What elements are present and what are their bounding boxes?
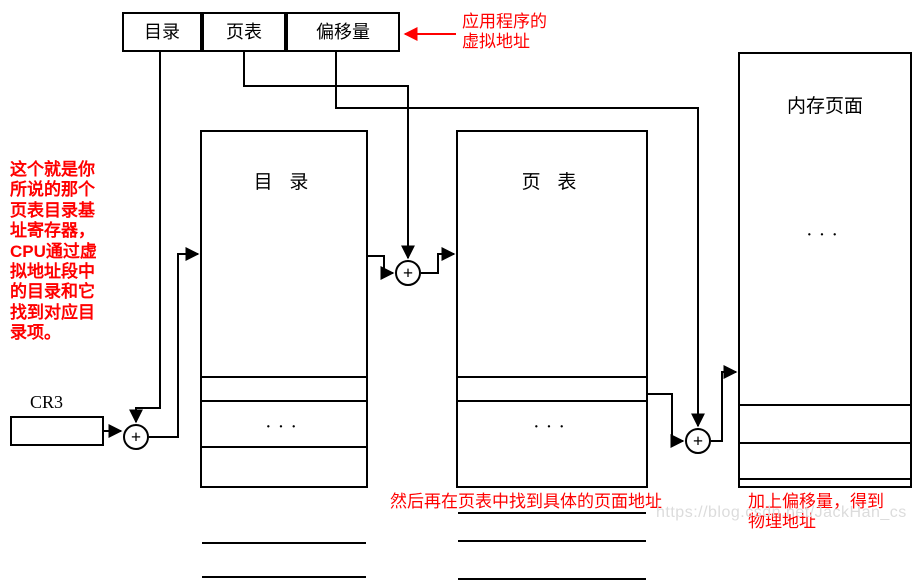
page-table-ellipsis: ···	[458, 416, 646, 439]
memory-row-line	[740, 442, 910, 444]
va-cell-offset-label: 偏移量	[288, 22, 398, 44]
page-table-row-line	[458, 376, 646, 378]
va-cell-directory: 目录	[122, 12, 202, 52]
memory-row-line	[740, 478, 910, 480]
cr3-register-box	[10, 416, 104, 446]
adder-2: +	[395, 260, 421, 286]
page-table-row-line	[458, 400, 646, 402]
va-cell-pagetable-label: 页表	[204, 22, 284, 44]
adder-3: +	[685, 428, 711, 454]
directory-ellipsis: ···	[202, 416, 366, 439]
directory-row-line	[202, 446, 366, 448]
page-table-title: 页 表	[458, 172, 646, 195]
arrow-adder2-to-pagetable	[421, 254, 454, 273]
annotation-page-table: 然后再在页表中找到具体的页面地址	[390, 492, 662, 512]
directory-row-line	[202, 576, 366, 578]
watermark: https://blog.csdn.net/JackHan_cs	[656, 504, 907, 522]
arrow-directory-to-adder2	[368, 256, 393, 273]
page-table-row-line	[458, 540, 646, 542]
directory-table: 目 录 ···	[200, 130, 368, 488]
arrow-adder1-to-directory	[149, 254, 198, 437]
page-table: 页 表 ···	[456, 130, 648, 488]
directory-row-line	[202, 376, 366, 378]
va-cell-offset: 偏移量	[286, 12, 400, 52]
directory-row-line	[202, 400, 366, 402]
directory-row-line	[202, 542, 366, 544]
annotation-cr3: 这个就是你 所说的那个 页表目录基 址寄存器， CPU通过虚 拟地址段中 的目录…	[10, 160, 97, 344]
arrow-adder3-to-memory	[711, 372, 736, 441]
memory-table-title: 内存页面	[740, 96, 910, 119]
adder-1: +	[123, 424, 149, 450]
va-cell-pagetable: 页表	[202, 12, 286, 52]
cr3-label: CR3	[30, 392, 63, 414]
memory-ellipsis: ···	[740, 224, 910, 247]
va-cell-directory-label: 目录	[124, 22, 200, 44]
arrow-dirfield-to-adder1	[136, 52, 160, 422]
arrow-pagetable-to-adder3	[648, 394, 683, 441]
annotation-virtual-address: 应用程序的 虚拟地址	[462, 12, 547, 53]
memory-row-line	[740, 404, 910, 406]
memory-table: 内存页面 ···	[738, 52, 912, 488]
directory-table-title: 目 录	[202, 172, 366, 195]
